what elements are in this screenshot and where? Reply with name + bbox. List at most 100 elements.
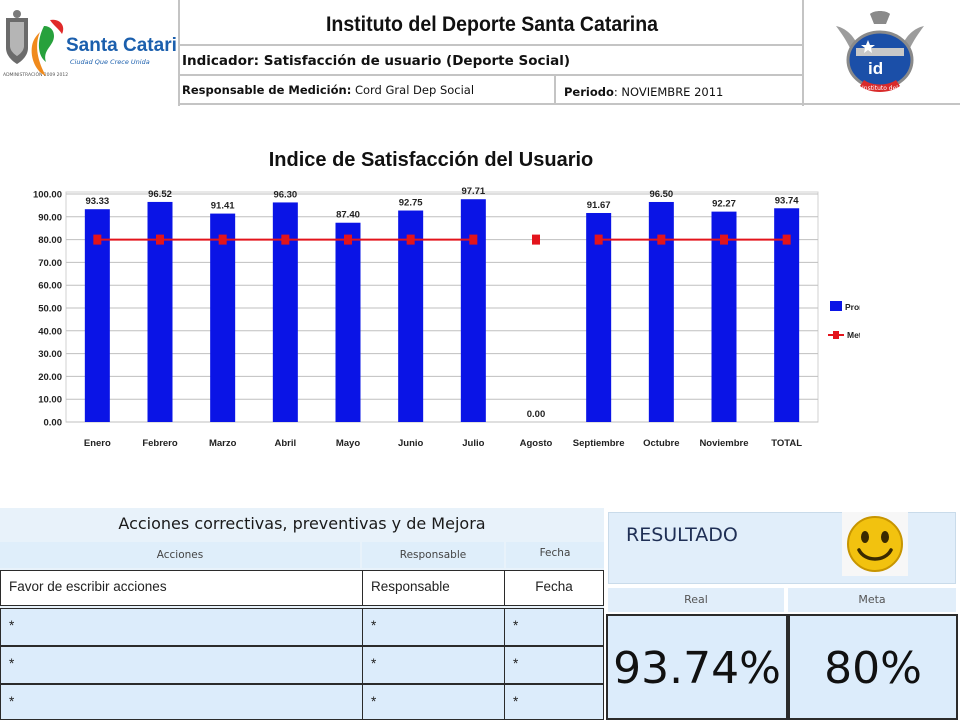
x-tick-label: Junio — [398, 438, 424, 449]
resultado-title: RESULTADO — [626, 524, 738, 546]
y-axis: 0.00 10.00 20.00 30.00 40.00 50.00 60.00 70.00 8… — [33, 190, 62, 429]
y-tick-label: 50.00 — [38, 304, 62, 315]
meta-marker — [532, 234, 540, 245]
bar-value-label: 92.75 — [399, 198, 423, 209]
responsable-line: Responsable de Medición: Cord Gral Dep S… — [182, 78, 554, 102]
meta-marker — [93, 234, 102, 245]
responsable-cell[interactable]: Responsable — [362, 570, 506, 606]
smiley-face-icon — [842, 512, 908, 576]
indicator-label: Indicador: — [182, 53, 260, 69]
periodo-value: : NOVIEMBRE 2011 — [613, 85, 724, 99]
x-axis: Enero Febrero Marzo Abril Mayo Junio Julio Agos… — [84, 438, 802, 449]
fecha-column-header: Fecha — [506, 542, 604, 568]
x-tick-label: Julio — [462, 438, 484, 449]
meta-marker — [156, 234, 164, 245]
real-value: 93.74% — [606, 614, 788, 720]
bar — [210, 213, 236, 422]
periodo-line: Periodo: NOVIEMBRE 2011 — [564, 80, 802, 104]
logo-left-subtext: Ciudad Que Crece Unida — [70, 58, 150, 66]
bar-value-label: 91.41 — [211, 201, 235, 212]
santa-catarina-mark-icon — [31, 19, 64, 76]
y-tick-label: 70.00 — [38, 258, 62, 269]
y-tick-label: 0.00 — [44, 418, 63, 429]
bar — [335, 222, 361, 422]
bar-value-label: 96.52 — [148, 189, 172, 200]
satisfaction-chart: Indice de Satisfacción del Usuario 0.00 1… — [20, 140, 860, 470]
bar-value-labels: 93.33 96.52 91.41 96.30 87.40 92.75 97.71 0.00 9… — [85, 186, 799, 420]
fecha-cell[interactable]: * — [504, 684, 604, 720]
responsable-cell[interactable]: * — [362, 684, 506, 720]
acciones-title: Acciones correctivas, preventivas y de M… — [118, 514, 486, 533]
y-tick-label: 30.00 — [38, 349, 62, 360]
chart-legend: Promedio de Puntos Meta — [828, 301, 860, 340]
x-tick-label: Abril — [275, 438, 297, 449]
header-divider — [178, 0, 180, 106]
bar-value-label: 87.40 — [336, 210, 360, 221]
fecha-cell[interactable]: * — [504, 646, 604, 684]
responsable-value: Cord Gral Dep Social — [354, 83, 475, 97]
accion-cell[interactable]: * — [0, 646, 364, 684]
accion-cell[interactable]: Favor de escribir acciones — [0, 570, 364, 606]
meta-marker — [469, 234, 478, 245]
fecha-cell[interactable]: * — [504, 608, 604, 646]
bar — [460, 199, 486, 422]
meta-marker — [218, 234, 227, 245]
y-tick-label: 20.00 — [38, 372, 62, 383]
periodo-label: Periodo — [564, 85, 614, 99]
x-tick-label: Marzo — [209, 438, 237, 449]
logo-left-text: Santa Catarina — [66, 35, 178, 56]
x-tick-label: Enero — [84, 438, 111, 449]
bar-value-label: 96.30 — [273, 189, 297, 200]
meta-marker — [720, 234, 728, 245]
legend-label: Promedio de Puntos — [845, 302, 860, 312]
header-divider — [180, 103, 960, 105]
bar-value-label: 91.67 — [587, 200, 611, 211]
bar — [586, 212, 612, 422]
meta-column-header: Meta — [788, 588, 956, 612]
responsable-cell[interactable]: * — [362, 608, 506, 646]
meta-marker — [594, 234, 603, 245]
chart-grid — [65, 191, 819, 423]
legend-swatch-marker — [833, 331, 839, 339]
bar — [398, 210, 424, 422]
x-tick-label: TOTAL — [771, 438, 802, 449]
indicator-line: Indicador: Satisfacción de usuario (Depo… — [182, 48, 802, 74]
bar-value-label: 97.71 — [461, 186, 485, 197]
meta-marker — [657, 234, 666, 245]
responsable-column-header: Responsable — [362, 542, 504, 568]
meta-line-series — [93, 234, 791, 245]
y-tick-label: 40.00 — [38, 326, 62, 337]
santa-catarina-logo: ADMINISTRACIÓN 2009 2012 Santa Catarina … — [3, 10, 178, 78]
meta-marker — [281, 234, 290, 245]
logo-right-text: id — [868, 59, 883, 78]
bar — [711, 211, 737, 422]
eagle-shield-icon — [836, 11, 924, 92]
y-tick-label: 100.00 — [33, 190, 62, 201]
x-tick-label: Noviembre — [699, 438, 748, 449]
meta-marker — [782, 234, 791, 245]
accion-cell[interactable]: * — [0, 608, 364, 646]
fecha-cell[interactable]: Fecha — [504, 570, 604, 606]
instituto-deporte-logo: id Instituto del Deporte — [836, 11, 924, 92]
acciones-column-header: Acciones — [0, 542, 360, 568]
chart-title: Indice de Satisfacción del Usuario — [269, 149, 594, 171]
x-tick-label: Febrero — [142, 438, 178, 449]
legend-label: Meta — [847, 330, 860, 340]
logo-admin-text: ADMINISTRACIÓN 2009 2012 — [3, 71, 68, 78]
page-title: Instituto del Deporte Santa Catarina — [325, 13, 659, 36]
x-tick-label: Octubre — [643, 438, 679, 449]
responsable-cell[interactable]: * — [362, 646, 506, 684]
meta-value: 80% — [788, 614, 958, 720]
bar-value-label: 96.50 — [649, 189, 673, 200]
header-divider — [180, 74, 802, 76]
x-tick-label: Septiembre — [573, 438, 625, 449]
y-tick-label: 60.00 — [38, 281, 62, 292]
responsable-label: Responsable de Medición: — [182, 83, 352, 97]
legend-swatch-bar — [830, 301, 842, 311]
bar-value-label: 92.27 — [712, 199, 736, 210]
report-header: ADMINISTRACIÓN 2009 2012 Santa Catarina … — [0, 0, 960, 106]
y-tick-label: 80.00 — [38, 235, 62, 246]
header-divider — [180, 44, 802, 46]
accion-cell[interactable]: * — [0, 684, 364, 720]
x-tick-label: Agosto — [520, 438, 553, 449]
